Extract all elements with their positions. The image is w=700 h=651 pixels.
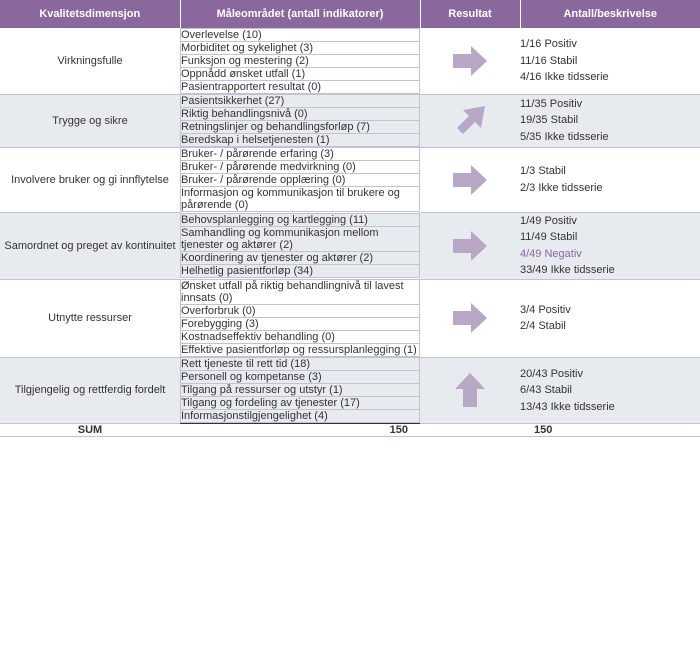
desc-line: 3/4 Positiv: [520, 302, 700, 319]
area-item: Morbiditet og sykelighet (3): [181, 42, 420, 55]
desc-line: 4/49 Negativ: [520, 246, 700, 263]
area-item: Tilgang på ressurser og utstyr (1): [181, 384, 420, 397]
description-cell: 1/49 Positiv11/49 Stabil4/49 Negativ33/4…: [520, 212, 700, 279]
sum-blank: [420, 424, 520, 437]
desc-line: 33/49 Ikke tidsserie: [520, 262, 700, 279]
result-arrow-right-icon: [420, 28, 520, 94]
dimension-cell: Utnytte ressurser: [0, 279, 180, 357]
group-row: Involvere bruker og gi innflytelseBruker…: [0, 147, 700, 212]
areas-cell: Overlevelse (10)Morbiditet og sykelighet…: [180, 28, 420, 94]
dimension-cell: Tilgjengelig og rettferdig fordelt: [0, 357, 180, 424]
result-arrow-right-icon: [420, 212, 520, 279]
dimension-cell: Samordnet og preget av kontinuitet: [0, 212, 180, 279]
group-row: VirkningsfulleOverlevelse (10)Morbiditet…: [0, 28, 700, 94]
sum-label: SUM: [0, 424, 180, 437]
desc-line: 11/49 Stabil: [520, 229, 700, 246]
areas-cell: Rett tjeneste til rett tid (18)Personell…: [180, 357, 420, 424]
desc-line: 4/16 Ikke tidsserie: [520, 69, 700, 86]
header-area: Måleområdet (antall indikatorer): [180, 0, 420, 28]
area-item: Oppnådd ønsket utfall (1): [181, 68, 420, 81]
area-item: Overforbruk (0): [181, 305, 420, 318]
dimension-cell: Involvere bruker og gi innflytelse: [0, 147, 180, 212]
group-row: Tilgjengelig og rettferdig fordeltRett t…: [0, 357, 700, 424]
area-item: Riktig behandlingsnivå (0): [181, 108, 420, 121]
area-item: Overlevelse (10): [181, 29, 420, 42]
area-item: Bruker- / pårørende opplæring (0): [181, 174, 420, 187]
area-item: Personell og kompetanse (3): [181, 371, 420, 384]
area-item: Ønsket utfall på riktig behandlingnivå t…: [181, 280, 420, 305]
desc-line: 6/43 Stabil: [520, 382, 700, 399]
desc-line: 2/4 Stabil: [520, 318, 700, 335]
desc-line: 19/35 Stabil: [520, 112, 700, 129]
description-cell: 1/3 Stabil2/3 Ikke tidsserie: [520, 147, 700, 212]
area-item: Bruker- / pårørende erfaring (3): [181, 148, 420, 161]
quality-table: Kvalitetsdimensjon Måleområdet (antall i…: [0, 0, 700, 437]
result-arrow-up-icon: [420, 357, 520, 424]
header-desc: Antall/beskrivelse: [520, 0, 700, 28]
sum-desc-total: 150: [520, 424, 700, 437]
desc-line: 2/3 Ikke tidsserie: [520, 180, 700, 197]
area-item: Koordinering av tjenester og aktører (2): [181, 252, 420, 265]
sum-row: SUM150150: [0, 424, 700, 437]
desc-line: 13/43 Ikke tidsserie: [520, 399, 700, 416]
area-item: Behovsplanlegging og kartlegging (11): [181, 214, 420, 227]
area-item: Effektive pasientforløp og ressursplanle…: [181, 344, 420, 357]
areas-cell: Bruker- / pårørende erfaring (3)Bruker- …: [180, 147, 420, 212]
area-item: Rett tjeneste til rett tid (18): [181, 358, 420, 371]
area-item: Tilgang og fordeling av tjenester (17): [181, 397, 420, 410]
header-result: Resultat: [420, 0, 520, 28]
header-row: Kvalitetsdimensjon Måleområdet (antall i…: [0, 0, 700, 28]
group-row: Trygge og sikrePasientsikkerhet (27)Rikt…: [0, 94, 700, 147]
areas-cell: Behovsplanlegging og kartlegging (11)Sam…: [180, 212, 420, 279]
desc-line: 1/3 Stabil: [520, 163, 700, 180]
area-item: Beredskap i helsetjenesten (1): [181, 134, 420, 147]
dimension-cell: Trygge og sikre: [0, 94, 180, 147]
area-item: Informasjonstilgjengelighet (4): [181, 410, 420, 423]
area-item: Funksjon og mestering (2): [181, 55, 420, 68]
description-cell: 3/4 Positiv2/4 Stabil: [520, 279, 700, 357]
result-arrow-right-icon: [420, 279, 520, 357]
area-item: Forebygging (3): [181, 318, 420, 331]
desc-line: 11/16 Stabil: [520, 53, 700, 70]
desc-line: 20/43 Positiv: [520, 366, 700, 383]
area-item: Pasientrapportert resultat (0): [181, 81, 420, 94]
desc-line: 11/35 Positiv: [520, 96, 700, 113]
desc-line: 1/16 Positiv: [520, 36, 700, 53]
group-row: Utnytte ressurserØnsket utfall på riktig…: [0, 279, 700, 357]
area-item: Retningslinjer og behandlingsforløp (7): [181, 121, 420, 134]
description-cell: 20/43 Positiv6/43 Stabil13/43 Ikke tidss…: [520, 357, 700, 424]
area-item: Kostnadseffektiv behandling (0): [181, 331, 420, 344]
area-item: Informasjon og kommunikasjon til brukere…: [181, 187, 420, 212]
group-row: Samordnet og preget av kontinuitetBehovs…: [0, 212, 700, 279]
result-arrow-right-icon: [420, 147, 520, 212]
area-item: Pasientsikkerhet (27): [181, 95, 420, 108]
desc-line: 1/49 Positiv: [520, 213, 700, 230]
areas-cell: Ønsket utfall på riktig behandlingnivå t…: [180, 279, 420, 357]
area-item: Bruker- / pårørende medvirkning (0): [181, 161, 420, 174]
description-cell: 11/35 Positiv19/35 Stabil5/35 Ikke tidss…: [520, 94, 700, 147]
desc-line: 5/35 Ikke tidsserie: [520, 129, 700, 146]
header-dim: Kvalitetsdimensjon: [0, 0, 180, 28]
sum-area-total: 150: [180, 424, 420, 437]
description-cell: 1/16 Positiv11/16 Stabil4/16 Ikke tidsse…: [520, 28, 700, 94]
area-item: Helhetlig pasientforløp (34): [181, 265, 420, 278]
dimension-cell: Virkningsfulle: [0, 28, 180, 94]
areas-cell: Pasientsikkerhet (27)Riktig behandlingsn…: [180, 94, 420, 147]
area-item: Samhandling og kommunikasjon mellom tjen…: [181, 227, 420, 252]
result-arrow-up-right-icon: [420, 94, 520, 147]
